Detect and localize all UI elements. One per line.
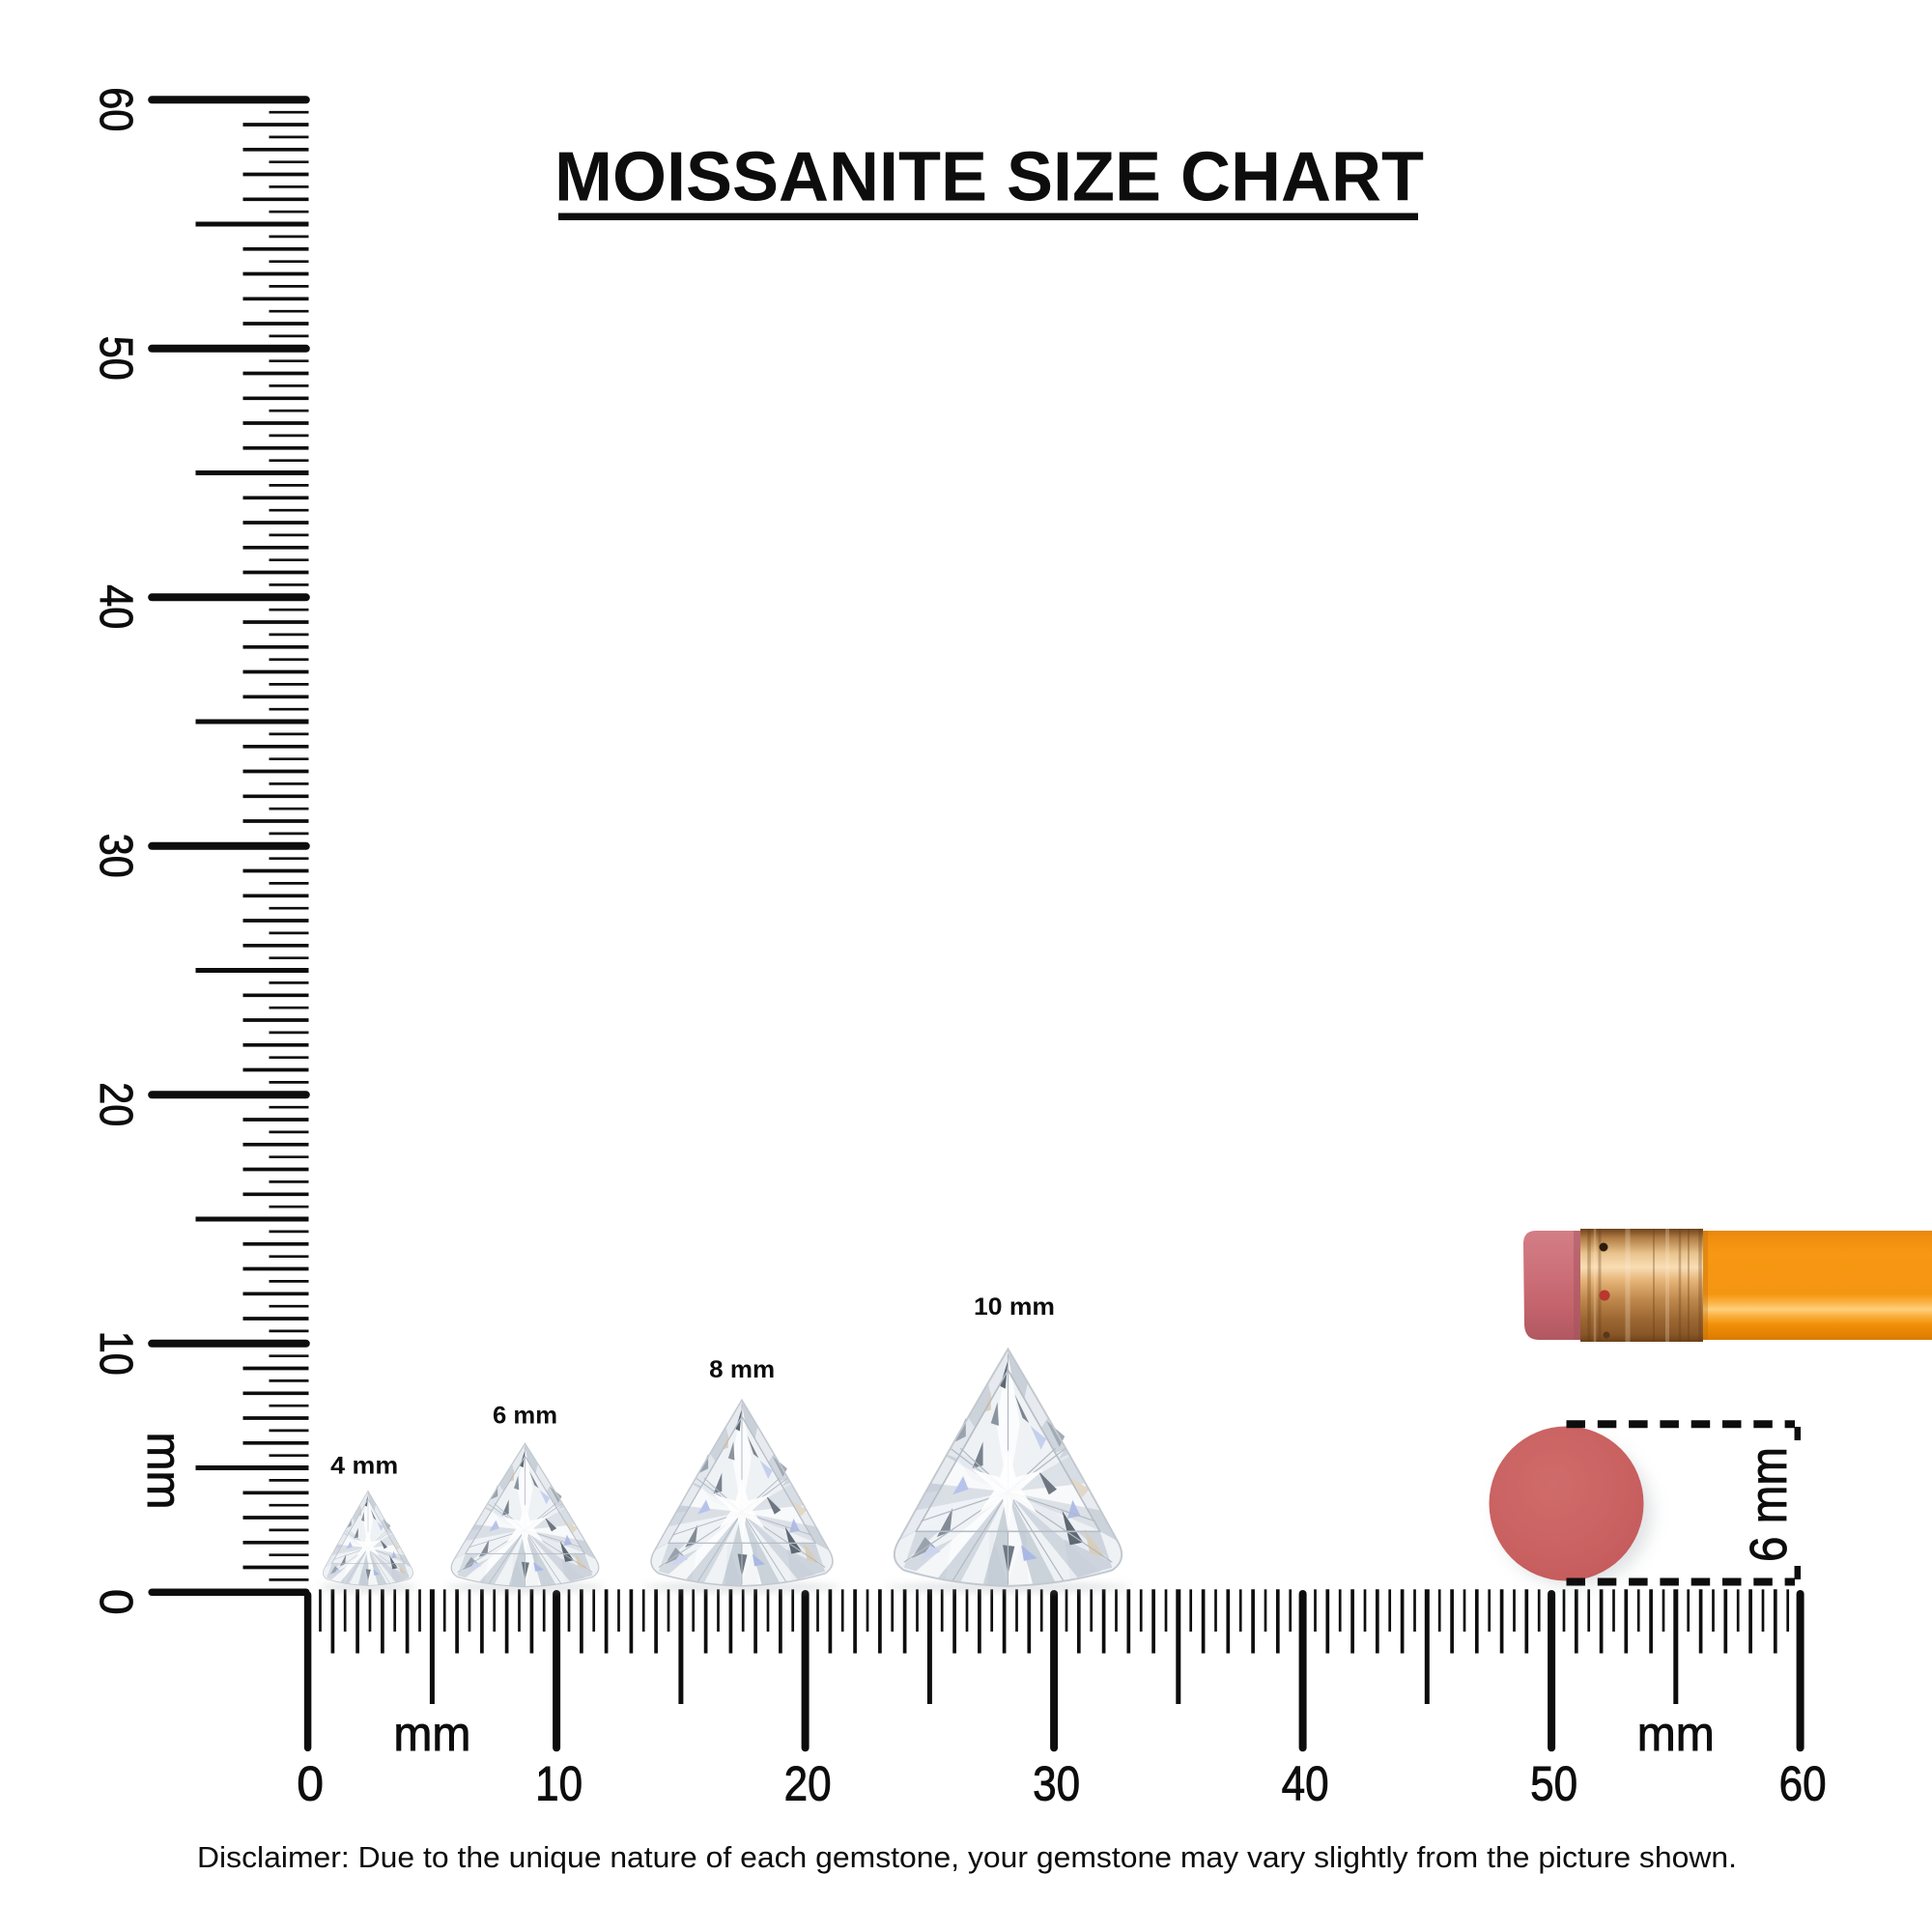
svg-text:mm: mm bbox=[1637, 1707, 1715, 1761]
svg-text:40: 40 bbox=[90, 584, 141, 629]
svg-text:4 mm: 4 mm bbox=[330, 1453, 398, 1480]
svg-text:0: 0 bbox=[297, 1757, 324, 1811]
svg-text:40: 40 bbox=[1282, 1757, 1329, 1811]
svg-text:10 mm: 10 mm bbox=[974, 1293, 1055, 1321]
svg-text:60: 60 bbox=[1779, 1757, 1827, 1811]
svg-text:10: 10 bbox=[90, 1331, 141, 1376]
svg-text:10: 10 bbox=[535, 1757, 582, 1811]
svg-text:8 mm: 8 mm bbox=[709, 1356, 775, 1383]
svg-text:20: 20 bbox=[784, 1757, 832, 1811]
svg-text:30: 30 bbox=[1033, 1757, 1080, 1811]
svg-text:60: 60 bbox=[90, 87, 141, 131]
svg-text:20: 20 bbox=[90, 1082, 141, 1126]
svg-text:50: 50 bbox=[90, 336, 141, 381]
svg-text:50: 50 bbox=[1530, 1757, 1577, 1811]
svg-text:6 mm: 6 mm bbox=[1740, 1447, 1798, 1562]
svg-text:0: 0 bbox=[90, 1589, 141, 1615]
svg-text:mm: mm bbox=[137, 1433, 191, 1510]
svg-text:6 mm: 6 mm bbox=[493, 1403, 557, 1430]
svg-text:MOISSANITE SIZE CHART: MOISSANITE SIZE CHART bbox=[554, 139, 1424, 216]
svg-text:mm: mm bbox=[393, 1707, 470, 1761]
svg-text:Disclaimer: Due to the unique: Disclaimer: Due to the unique nature of … bbox=[197, 1840, 1737, 1874]
svg-text:30: 30 bbox=[90, 834, 141, 878]
